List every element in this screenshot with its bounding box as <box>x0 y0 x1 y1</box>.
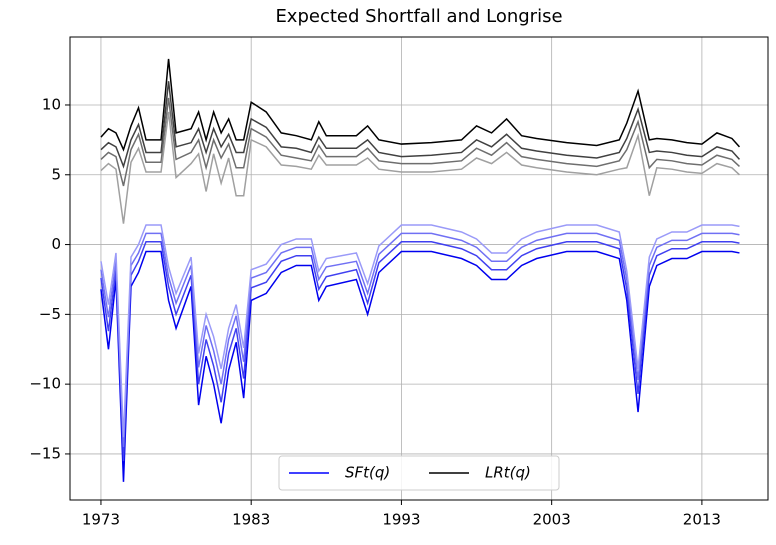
y-tick-label: 0 <box>51 235 61 253</box>
x-tick-label: 1973 <box>82 511 120 529</box>
y-tick-label: −10 <box>29 375 61 393</box>
series-line <box>100 81 741 169</box>
x-tick-label: 1993 <box>382 511 420 529</box>
x-tick-label: 2003 <box>533 511 571 529</box>
series-line <box>100 97 740 187</box>
chart-title: Expected Shortfall and Longrise <box>275 6 562 27</box>
y-tick-label: 5 <box>51 165 61 183</box>
plot-frame <box>69 36 769 501</box>
x-tick-label: 1983 <box>232 511 270 529</box>
series-line <box>100 241 740 461</box>
y-tick-label: −15 <box>29 444 61 462</box>
series-line <box>100 111 740 224</box>
series-line <box>100 250 740 482</box>
legend-label: LRt(q) <box>485 464 531 482</box>
y-tick-label: −5 <box>39 305 61 323</box>
series-line <box>100 58 741 152</box>
legend-box <box>278 455 560 491</box>
x-tick-label: 2013 <box>683 511 721 529</box>
series-line <box>100 232 740 447</box>
series-line <box>100 224 740 438</box>
legend-label: SFt(q) <box>345 464 390 482</box>
y-tick-label: 10 <box>42 95 61 113</box>
